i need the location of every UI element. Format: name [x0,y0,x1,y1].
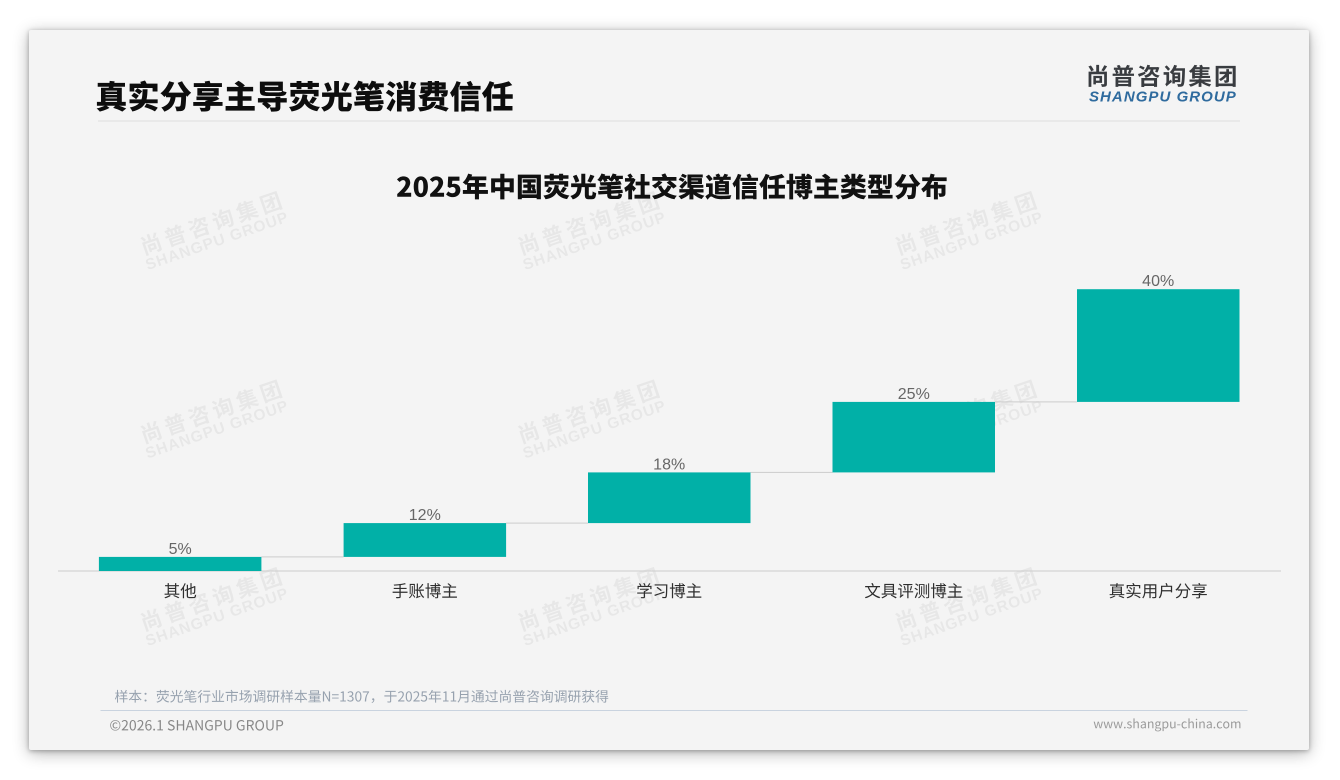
svg-text:12%: 12% [409,507,441,524]
svg-text:40%: 40% [1142,273,1174,290]
svg-text:SHANGPU GROUP: SHANGPU GROUP [1089,88,1237,105]
svg-text:5%: 5% [169,541,192,558]
svg-text:18%: 18% [653,456,685,473]
svg-text:25%: 25% [898,386,930,403]
